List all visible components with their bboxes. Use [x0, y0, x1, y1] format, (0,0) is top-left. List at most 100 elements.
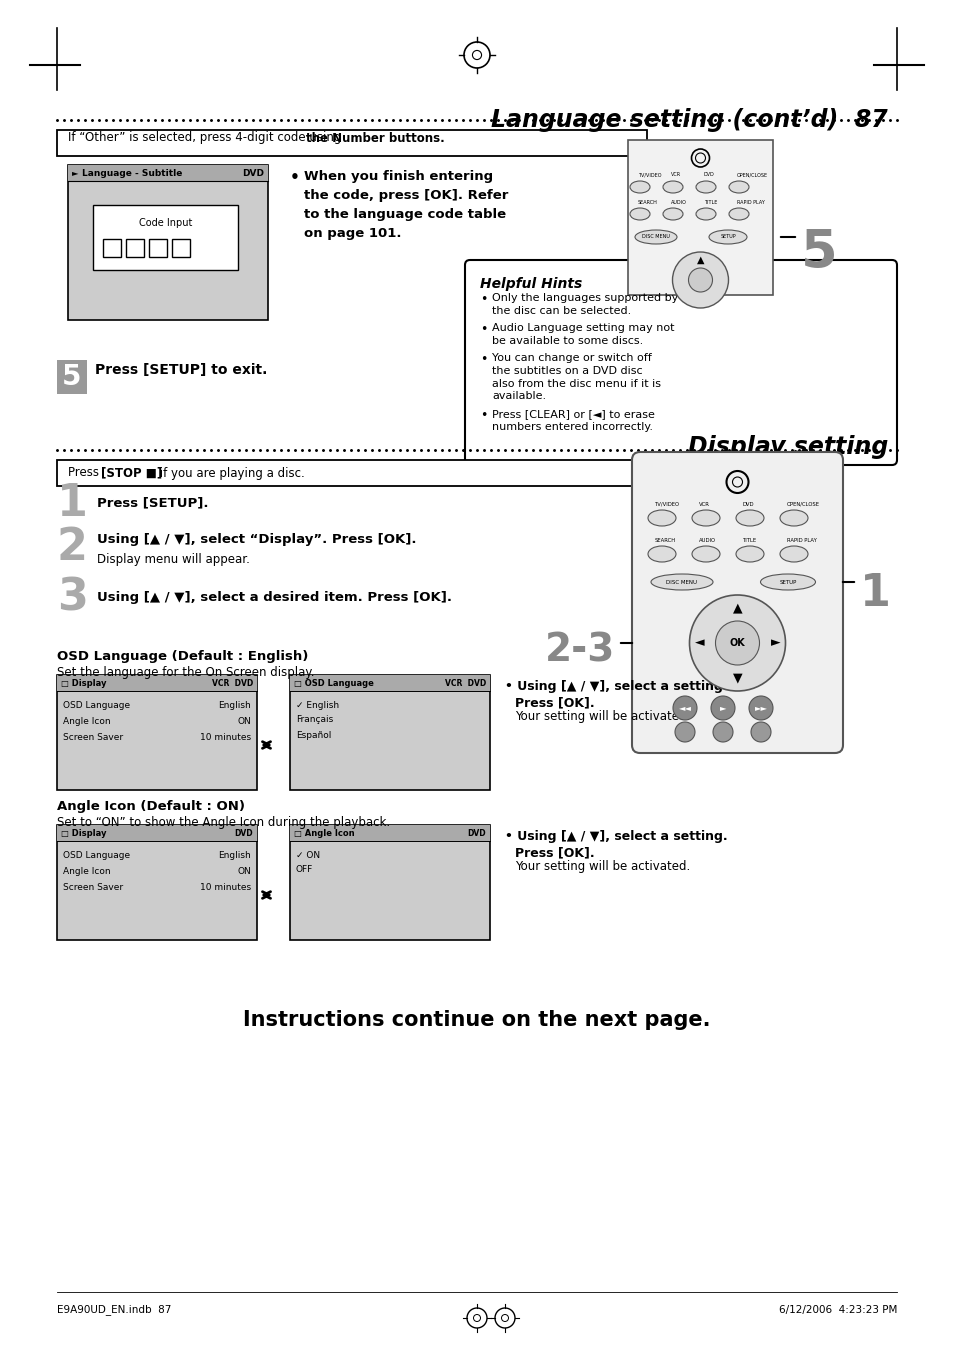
Text: RAPID PLAY: RAPID PLAY — [786, 538, 816, 543]
Text: ◄◄: ◄◄ — [678, 704, 691, 712]
Text: Helpful Hints: Helpful Hints — [479, 277, 581, 290]
Text: DISC MENU: DISC MENU — [666, 580, 697, 585]
FancyBboxPatch shape — [464, 259, 896, 465]
Text: ►: ► — [719, 704, 725, 712]
Text: OPEN/CLOSE: OPEN/CLOSE — [786, 501, 820, 507]
Text: 2-3: 2-3 — [544, 631, 615, 669]
Text: Code Input: Code Input — [139, 218, 192, 228]
Text: the Number buttons.: the Number buttons. — [305, 131, 444, 145]
Text: Français: Français — [295, 716, 333, 724]
Text: ▲: ▲ — [732, 601, 741, 615]
Ellipse shape — [635, 230, 677, 245]
Text: You can change or switch off
the subtitles on a DVD disc
also from the disc menu: You can change or switch off the subtitl… — [492, 353, 660, 401]
Text: Only the languages supported by
the disc can be selected.: Only the languages supported by the disc… — [492, 293, 678, 316]
Bar — [290, 825, 490, 940]
Ellipse shape — [691, 509, 720, 526]
Text: Using [▲ / ▼], select “Display”. Press [OK].: Using [▲ / ▼], select “Display”. Press [… — [97, 534, 416, 547]
Bar — [103, 239, 121, 257]
Text: DVD: DVD — [234, 828, 253, 838]
Text: □ Display: □ Display — [61, 678, 107, 688]
Text: 10 minutes: 10 minutes — [200, 732, 251, 742]
Bar — [57, 459, 631, 486]
Text: •: • — [479, 323, 487, 336]
Ellipse shape — [696, 181, 716, 193]
Bar — [57, 676, 256, 790]
Ellipse shape — [728, 181, 748, 193]
Text: 5: 5 — [801, 227, 837, 280]
Text: Screen Saver: Screen Saver — [63, 882, 123, 892]
Text: SETUP: SETUP — [720, 235, 735, 239]
Text: 5: 5 — [62, 363, 82, 390]
Text: • Using [▲ / ▼], select a setting.: • Using [▲ / ▼], select a setting. — [504, 680, 727, 693]
Text: English: English — [218, 851, 251, 859]
Text: Angle Icon: Angle Icon — [63, 866, 111, 875]
Text: Set to “ON” to show the Angle Icon during the playback.: Set to “ON” to show the Angle Icon durin… — [57, 816, 390, 830]
Text: Press [OK].: Press [OK]. — [515, 846, 594, 859]
Text: Angle Icon (Default : ON): Angle Icon (Default : ON) — [57, 800, 245, 813]
Circle shape — [715, 621, 759, 665]
Text: Language - Subtitle: Language - Subtitle — [82, 169, 182, 177]
Text: Press [SETUP].: Press [SETUP]. — [97, 497, 209, 509]
Text: When you finish entering
the code, press [OK]. Refer
to the language code table
: When you finish entering the code, press… — [304, 170, 508, 240]
Text: •: • — [479, 353, 487, 366]
Ellipse shape — [647, 509, 676, 526]
Ellipse shape — [691, 546, 720, 562]
Text: VCR: VCR — [699, 501, 709, 507]
Text: ON: ON — [237, 716, 251, 725]
Bar — [290, 825, 490, 842]
Text: TV/VIDEO: TV/VIDEO — [638, 173, 660, 177]
Text: [STOP ■]: [STOP ■] — [101, 466, 162, 480]
Text: SEARCH: SEARCH — [655, 538, 676, 543]
Text: AUDIO: AUDIO — [670, 200, 686, 205]
Text: TITLE: TITLE — [703, 200, 717, 205]
Ellipse shape — [662, 181, 682, 193]
Text: ►: ► — [770, 636, 780, 650]
Bar — [172, 239, 190, 257]
Text: ►►: ►► — [754, 704, 767, 712]
Text: 1: 1 — [57, 481, 88, 524]
Text: Press: Press — [68, 466, 103, 480]
Text: Press [CLEAR] or [◄] to erase
numbers entered incorrectly.: Press [CLEAR] or [◄] to erase numbers en… — [492, 409, 654, 432]
Text: Using [▲ / ▼], select a desired item. Press [OK].: Using [▲ / ▼], select a desired item. Pr… — [97, 592, 452, 604]
Ellipse shape — [662, 208, 682, 220]
Circle shape — [712, 721, 732, 742]
Text: 6/12/2006  4:23:23 PM: 6/12/2006 4:23:23 PM — [778, 1305, 896, 1315]
Circle shape — [689, 594, 784, 690]
Bar — [57, 676, 256, 690]
Text: Display setting: Display setting — [687, 435, 887, 459]
Ellipse shape — [629, 208, 649, 220]
Text: ON: ON — [237, 866, 251, 875]
Text: VCR  DVD: VCR DVD — [444, 678, 485, 688]
Text: •: • — [290, 170, 299, 185]
Text: •: • — [479, 293, 487, 305]
Ellipse shape — [728, 208, 748, 220]
Text: ✓ ON: ✓ ON — [295, 851, 320, 859]
Bar — [149, 239, 167, 257]
Text: OPEN/CLOSE: OPEN/CLOSE — [737, 173, 767, 177]
Text: ✓ English: ✓ English — [295, 701, 338, 709]
Text: 1: 1 — [859, 571, 890, 615]
Text: OSD Language: OSD Language — [63, 701, 130, 709]
Text: ◄: ◄ — [694, 636, 703, 650]
Text: TV/VIDEO: TV/VIDEO — [655, 501, 679, 507]
Ellipse shape — [735, 546, 763, 562]
Bar — [126, 239, 144, 257]
Ellipse shape — [760, 574, 815, 590]
Text: 2: 2 — [57, 527, 88, 570]
Ellipse shape — [696, 208, 716, 220]
Text: ▲: ▲ — [696, 255, 703, 265]
Bar — [290, 676, 490, 690]
Ellipse shape — [647, 546, 676, 562]
Text: Angle Icon: Angle Icon — [63, 716, 111, 725]
Text: DISC MENU: DISC MENU — [641, 235, 669, 239]
Circle shape — [672, 253, 728, 308]
Text: OSD Language (Default : English): OSD Language (Default : English) — [57, 650, 308, 663]
Circle shape — [748, 696, 772, 720]
Text: SETUP: SETUP — [779, 580, 796, 585]
Text: ▼: ▼ — [732, 671, 741, 685]
Text: DVD: DVD — [242, 169, 264, 177]
Text: Instructions continue on the next page.: Instructions continue on the next page. — [243, 1011, 710, 1029]
Text: VCR: VCR — [670, 173, 680, 177]
Bar — [627, 141, 772, 295]
Text: • Using [▲ / ▼], select a setting.: • Using [▲ / ▼], select a setting. — [504, 830, 727, 843]
